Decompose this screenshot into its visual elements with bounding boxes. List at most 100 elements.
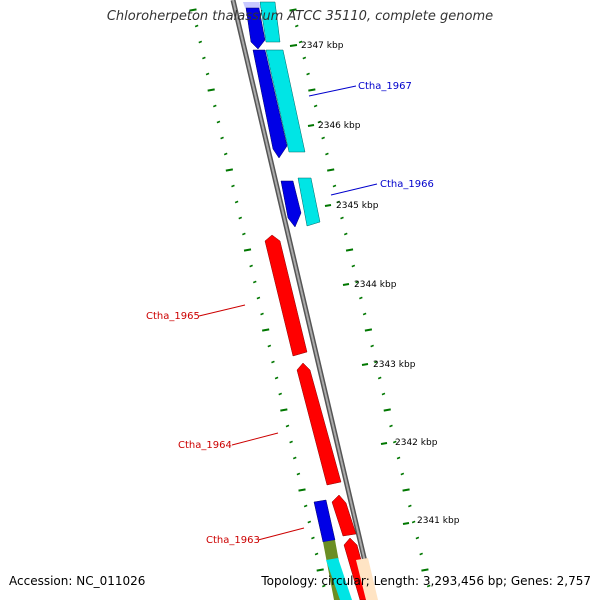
gene-block-ctha-1966-alt[interactable] [297, 177, 321, 227]
kbp-tick-label: 2342 kbp [395, 438, 438, 448]
gene-block-ctha-1962-pale [356, 558, 378, 600]
minor-tick [343, 232, 348, 236]
minor-tick [234, 200, 239, 204]
minor-tick [223, 152, 228, 156]
major-tick [243, 248, 252, 252]
minor-tick [392, 440, 397, 444]
kbp-tick-mark [361, 363, 369, 366]
major-tick [189, 8, 197, 12]
kbp-tick-mark [402, 522, 410, 525]
leader-line [257, 527, 305, 541]
kbp-tick-label: 2343 kbp [373, 360, 416, 370]
minor-tick [298, 40, 303, 44]
minor-tick [351, 264, 356, 268]
leader-line [198, 304, 246, 317]
minor-tick [362, 312, 367, 316]
minor-tick [411, 520, 416, 524]
major-tick [225, 168, 234, 172]
genome-stats-text: Topology: circular; Length: 3,293,456 bp… [261, 574, 591, 588]
minor-tick [307, 520, 312, 524]
minor-tick [321, 136, 325, 140]
minor-tick [202, 56, 206, 60]
minor-tick [216, 120, 221, 124]
major-tick [345, 248, 354, 252]
minor-tick [389, 424, 393, 428]
map-title: Chloroherpeton thalassium ATCC 35110, co… [106, 9, 494, 24]
minor-tick [285, 424, 290, 428]
gene-label-ctha-1964[interactable]: Ctha_1964 [178, 440, 232, 451]
minor-tick [325, 152, 329, 156]
minor-tick [289, 440, 293, 444]
minor-tick [231, 184, 235, 188]
minor-tick [296, 472, 301, 476]
minor-tick [220, 136, 224, 140]
kbp-tick-mark [380, 442, 388, 445]
accession-text: Accession: NC_011026 [9, 574, 146, 588]
leader-line [308, 85, 357, 97]
gene-block-ctha-1968[interactable] [245, 7, 266, 50]
gene-block-ctha-1967-alt[interactable] [265, 49, 306, 153]
gene-label-ctha-1967[interactable]: Ctha_1967 [358, 81, 412, 92]
minor-tick [332, 184, 337, 188]
minor-tick [396, 456, 401, 460]
major-tick [262, 328, 270, 332]
gene-block-ctha-1968-alt[interactable] [259, 1, 281, 43]
gene-label-ctha-1963[interactable]: Ctha_1963 [206, 535, 260, 546]
gene-block-ctha-1962[interactable] [313, 499, 336, 543]
gene-block-ctha-1967[interactable] [252, 49, 288, 159]
minor-tick [408, 504, 412, 508]
minor-tick [302, 56, 307, 60]
minor-tick [278, 392, 283, 396]
minor-tick [311, 536, 315, 540]
minor-tick [359, 296, 363, 300]
minor-tick [260, 312, 264, 316]
major-tick [383, 408, 391, 412]
minor-tick [194, 24, 199, 28]
kbp-tick-label: 2344 kbp [354, 280, 397, 290]
minor-tick [198, 40, 203, 44]
gene-label-ctha-1965[interactable]: Ctha_1965 [146, 311, 200, 322]
minor-tick [415, 536, 420, 540]
leader-line [231, 432, 279, 446]
gene-block-ctha-1965[interactable] [264, 234, 308, 357]
minor-tick [292, 456, 297, 460]
minor-tick [381, 392, 386, 396]
minor-tick [274, 376, 279, 380]
minor-tick [213, 104, 217, 108]
minor-tick [374, 360, 378, 364]
kbp-ruler-labels: 2347 kbp 2346 kbp 2345 kbp 2344 kbp 2343… [289, 41, 460, 526]
minor-tick [238, 216, 243, 220]
gene-block-ctha-1964[interactable] [296, 362, 342, 486]
minor-tick [256, 296, 261, 300]
minor-tick [303, 504, 308, 508]
major-tick [308, 88, 316, 92]
minor-tick [336, 200, 341, 204]
minor-tick [252, 280, 257, 284]
gene-label-ctha-1966[interactable]: Ctha_1966 [380, 179, 434, 190]
minor-tick [314, 552, 319, 556]
minor-tick [249, 264, 253, 268]
gene-block-ctha-1963[interactable] [331, 494, 357, 537]
gene-block-ctha-1966[interactable] [280, 180, 302, 228]
major-tick [327, 168, 335, 172]
minor-tick [313, 104, 318, 108]
minor-tick [294, 24, 299, 28]
major-tick [289, 8, 297, 12]
kbp-tick-label: 2347 kbp [301, 41, 344, 51]
leader-line [330, 183, 378, 196]
major-tick [421, 568, 429, 572]
major-tick [280, 408, 288, 412]
minor-tick [271, 360, 275, 364]
minor-tick [400, 472, 405, 476]
minor-tick [306, 72, 310, 76]
kbp-tick-label: 2341 kbp [417, 516, 460, 526]
major-tick [316, 568, 324, 572]
kbp-tick-mark [324, 204, 332, 207]
kbp-tick-label: 2346 kbp [318, 121, 361, 131]
outer-tick-track [189, 8, 326, 588]
minor-tick [426, 584, 431, 588]
minor-tick [317, 120, 322, 124]
kbp-tick-mark [342, 283, 350, 286]
